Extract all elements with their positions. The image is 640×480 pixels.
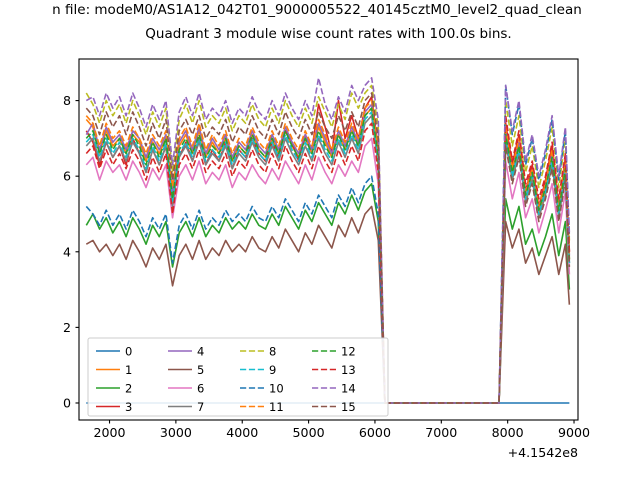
legend-box (87, 337, 389, 417)
x-tick-label: 6000 (359, 425, 391, 440)
series-line-14 (85, 77, 571, 404)
y-tick-label: 4 (63, 244, 71, 259)
legend-item-7[interactable]: 7 (168, 400, 204, 414)
suptitle-text: n file: modeM0/AS1A12_042T01_9000005522_… (52, 2, 582, 18)
series-line-8 (85, 84, 571, 404)
legend-item-4[interactable]: 4 (168, 344, 204, 358)
x-tick-label: 9000 (558, 425, 590, 440)
legend-item-9[interactable]: 9 (240, 363, 276, 377)
legend-item-13[interactable]: 13 (312, 363, 356, 377)
axes-layer: 2000 3000 4000 5000 6000 7000 8000 9000 +4.1542e… (63, 58, 590, 460)
legend-item-6[interactable]: 6 (168, 381, 204, 395)
legend-item-12[interactable]: 12 (312, 344, 356, 358)
legend-label-10: 10 (269, 381, 284, 395)
legend-item-10[interactable]: 10 (240, 381, 284, 395)
series-line-15 (85, 92, 571, 404)
legend-item-11[interactable]: 11 (240, 400, 284, 414)
legend-item-3[interactable]: 3 (96, 400, 132, 414)
legend-label-8: 8 (269, 344, 276, 358)
x-tick-label: 7000 (425, 425, 457, 440)
legend-label-7: 7 (197, 400, 204, 414)
x-axis-offset-label: +4.1542e8 (508, 445, 578, 460)
y-tick-label: 6 (63, 169, 71, 184)
y-tick-label: 0 (63, 395, 71, 410)
figure-suptitle: n file: modeM0/AS1A12_042T01_9000005522_… (0, 2, 640, 18)
legend-label-12: 12 (341, 344, 356, 358)
x-tick-label: 3000 (160, 425, 192, 440)
legend-label-14: 14 (341, 381, 356, 395)
legend-label-0: 0 (125, 344, 132, 358)
legend-label-3: 3 (125, 400, 132, 414)
series-line-11 (85, 99, 571, 404)
legend-item-8[interactable]: 8 (240, 344, 276, 358)
legend-item-1[interactable]: 1 (96, 363, 132, 377)
legend-item-2[interactable]: 2 (96, 381, 132, 395)
series-layer (85, 77, 571, 404)
legend-label-13: 13 (341, 363, 356, 377)
legend-label-15: 15 (341, 400, 356, 414)
legend-item-14[interactable]: 14 (312, 381, 356, 395)
x-tick-label: 5000 (293, 425, 325, 440)
axes-title: Quadrant 3 module wise count rates with … (145, 26, 512, 42)
legend-item-15[interactable]: 15 (312, 400, 356, 414)
legend-label-6: 6 (197, 381, 204, 395)
x-tick-label: 8000 (492, 425, 524, 440)
legend-label-9: 9 (269, 363, 276, 377)
legend-label-1: 1 (125, 363, 132, 377)
legend-label-2: 2 (125, 381, 132, 395)
legend-label-4: 4 (197, 344, 204, 358)
legend-item-0[interactable]: 0 (96, 344, 132, 358)
x-tick-label: 4000 (226, 425, 258, 440)
legend-item-5[interactable]: 5 (168, 363, 204, 377)
legend-label-5: 5 (197, 363, 204, 377)
legend-label-11: 11 (269, 400, 284, 414)
y-tick-label: 2 (63, 320, 71, 335)
axes-spines (78, 58, 579, 421)
x-tick-label: 2000 (93, 425, 125, 440)
y-tick-label: 8 (63, 93, 71, 108)
